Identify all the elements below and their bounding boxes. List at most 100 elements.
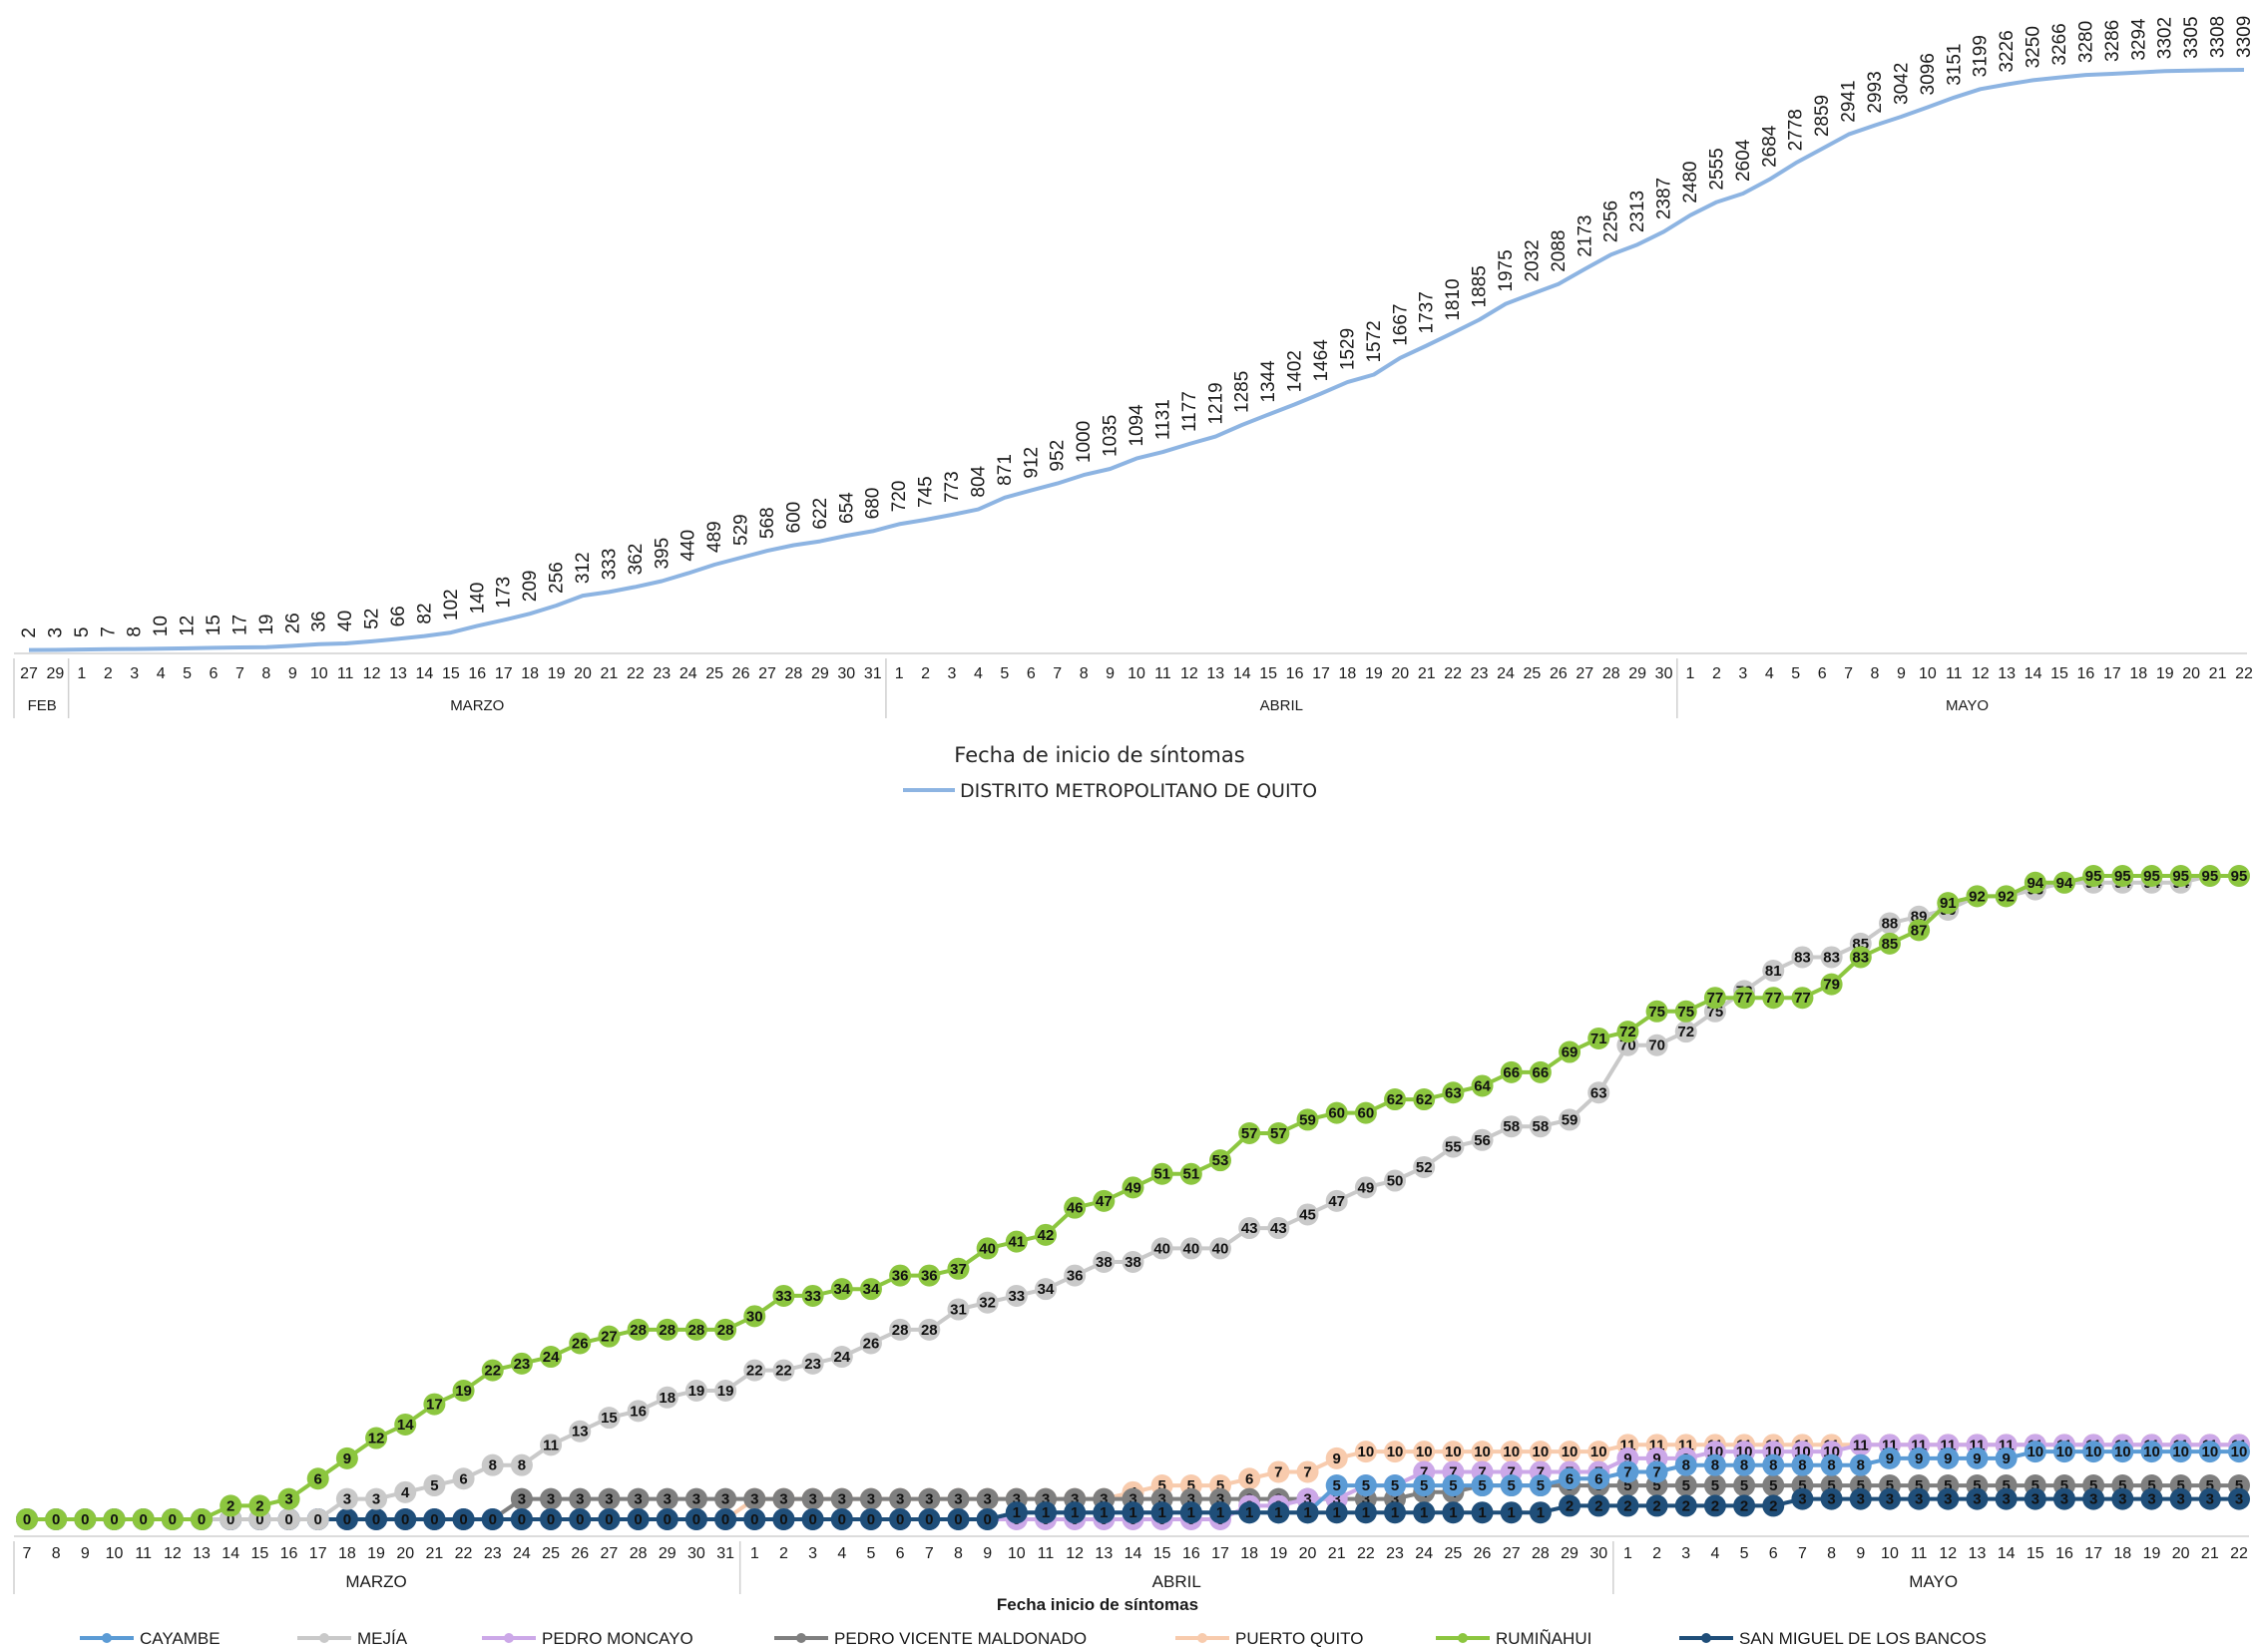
data-label: 0 — [110, 1511, 118, 1528]
data-label: 66 — [1533, 1064, 1550, 1081]
x-tick-label: 22 — [1357, 1545, 1375, 1562]
data-label: 9 — [1652, 1450, 1660, 1467]
data-point — [889, 1487, 912, 1510]
data-point — [1384, 1474, 1407, 1497]
data-point — [335, 1508, 358, 1530]
data-point — [1529, 1060, 1552, 1083]
data-label: 440 — [678, 530, 699, 562]
x-tick-label: 26 — [1550, 665, 1568, 682]
data-label: 53 — [1212, 1152, 1229, 1169]
x-tick-label: 20 — [1299, 1545, 1317, 1562]
x-tick-label: 10 — [1008, 1545, 1026, 1562]
data-point — [772, 1359, 795, 1382]
data-label: 952 — [1048, 440, 1069, 472]
data-point — [714, 1318, 737, 1341]
data-label: 7 — [1537, 1463, 1545, 1480]
data-point — [2169, 1441, 2192, 1463]
data-point — [976, 1508, 999, 1530]
data-label: 5 — [2031, 1477, 2039, 1494]
x-tick-label: 5 — [1740, 1545, 1749, 1562]
data-point — [481, 1508, 504, 1530]
data-point — [1616, 1460, 1639, 1483]
data-point — [161, 1508, 184, 1530]
x-tick-label: 12 — [1180, 665, 1198, 682]
x-tick-label: 1 — [895, 665, 904, 682]
legend-label: PUERTO QUITO — [1235, 1629, 1363, 1648]
data-label: 2555 — [1706, 148, 1727, 190]
data-label: 3096 — [1918, 53, 1939, 95]
data-label: 5 — [2147, 1477, 2155, 1494]
x-tick-label: 8 — [1827, 1545, 1836, 1562]
x-tick-label: 14 — [2025, 665, 2042, 682]
data-point — [1937, 892, 1960, 915]
x-tick-label: 16 — [2077, 665, 2095, 682]
x-tick-label: 13 — [389, 665, 407, 682]
x-tick-label: 30 — [837, 665, 855, 682]
data-point — [1500, 1501, 1523, 1524]
data-point — [947, 1487, 970, 1510]
data-point — [918, 1318, 941, 1341]
data-point — [1442, 1135, 1465, 1158]
x-tick-label: 23 — [1471, 665, 1489, 682]
data-label: 0 — [343, 1511, 351, 1528]
data-point — [1384, 1169, 1407, 1192]
data-label: 9 — [1915, 1450, 1923, 1467]
data-point — [1471, 1074, 1494, 1097]
x-tick-label: 12 — [164, 1545, 182, 1562]
data-label: 64 — [1474, 1077, 1491, 1094]
x-tick-label: 11 — [1154, 665, 1171, 682]
data-label: 1 — [1245, 1504, 1253, 1521]
data-label: 3 — [2147, 1491, 2155, 1508]
data-label: 3308 — [2208, 16, 2229, 58]
data-label: 3 — [664, 1491, 672, 1508]
x-tick-label: 15 — [1259, 665, 1277, 682]
x-tick-label: 10 — [1881, 1545, 1899, 1562]
data-label: 3 — [1100, 1491, 1108, 1508]
data-point — [1034, 1501, 1057, 1524]
data-point — [1674, 1474, 1697, 1497]
data-label: 3 — [634, 1491, 642, 1508]
data-label: 63 — [1590, 1084, 1607, 1101]
data-point — [1878, 932, 1901, 955]
legend-label: SAN MIGUEL DE LOS BANCOS — [1739, 1629, 1987, 1648]
data-label: 3 — [1886, 1491, 1894, 1508]
data-label: 3 — [1362, 1491, 1370, 1508]
data-label: 75 — [1648, 1004, 1665, 1021]
data-label: 36 — [921, 1268, 938, 1285]
data-label: 3042 — [1891, 63, 1912, 105]
data-point — [684, 1487, 707, 1510]
data-label: 10 — [2172, 1444, 2189, 1460]
data-label: 173 — [494, 577, 515, 609]
data-label: 85 — [1882, 936, 1899, 953]
x-tick-label: 16 — [2055, 1545, 2073, 1562]
data-label: 0 — [605, 1511, 613, 1528]
data-point — [1733, 1453, 1756, 1476]
legend-item: PEDRO MONCAYO — [482, 1629, 693, 1648]
data-point — [1703, 987, 1726, 1010]
data-label: 0 — [664, 1511, 672, 1528]
data-label: 3 — [1071, 1491, 1079, 1508]
data-label: 680 — [863, 488, 884, 520]
data-label: 47 — [1096, 1193, 1113, 1210]
data-label: 34 — [1038, 1281, 1055, 1298]
data-label: 9 — [1886, 1450, 1894, 1467]
data-point — [1937, 1446, 1960, 1469]
data-point — [1762, 960, 1785, 983]
data-point — [1209, 1501, 1232, 1524]
x-tick-label: 23 — [484, 1545, 502, 1562]
data-label: 0 — [779, 1511, 787, 1528]
data-point — [1559, 1040, 1581, 1063]
x-tick-label: 12 — [1972, 665, 1990, 682]
x-tick-label: 28 — [1602, 665, 1620, 682]
data-label: 773 — [942, 471, 963, 503]
data-point — [714, 1487, 737, 1510]
data-label: 33 — [1008, 1288, 1025, 1305]
data-label: 2 — [1652, 1497, 1660, 1514]
data-label: 3309 — [2234, 16, 2254, 58]
data-label: 5 — [1827, 1477, 1835, 1494]
data-label: 8 — [1682, 1457, 1690, 1474]
data-label: 15 — [601, 1410, 618, 1427]
data-label: 16 — [630, 1403, 647, 1420]
x-tick-label: 9 — [1897, 665, 1906, 682]
x-tick-label: 22 — [2235, 665, 2253, 682]
